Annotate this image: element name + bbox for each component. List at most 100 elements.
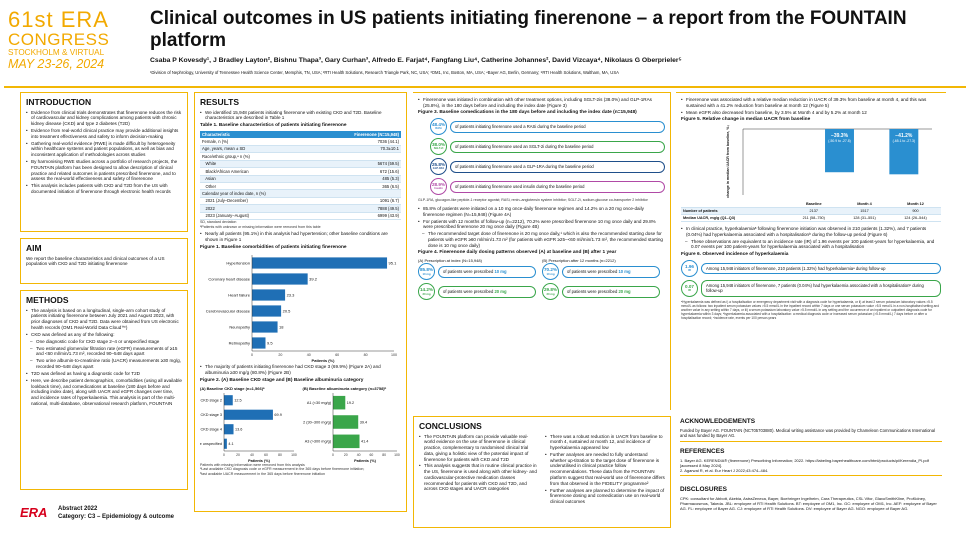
results-box: RESULTS We identified 15,948 patients in… <box>194 92 407 512</box>
congress-location: STOCKHOLM & VIRTUAL <box>8 47 105 57</box>
introduction-list: Evidence from clinical trials demonstrat… <box>26 110 182 195</box>
table-cell: 1517 <box>839 207 890 215</box>
acknowledgements-text: Funded by Bayer AG. FOUNTAIN (NCT0570388… <box>680 428 936 439</box>
abstract-number: Abstract 2022 <box>58 506 98 512</box>
category-label: CKD stage unspecified <box>200 442 222 446</box>
table-cell: 211 (58–750) <box>788 214 839 222</box>
category-label: A1 (<30 mg/g) <box>306 401 331 405</box>
value-label: 18 <box>279 324 284 329</box>
tick-label: 80 <box>382 453 386 457</box>
category-label: Coronary heart disease <box>208 276 250 281</box>
table-note: SD, standard deviation <box>200 220 237 225</box>
list-item: Two estimated glomerular filtration rate… <box>26 346 182 357</box>
dose-pct: 85.8% <box>419 267 434 273</box>
table-cell: Calendar year of index date, n (%) <box>200 189 317 198</box>
tick-label: 0 <box>332 453 334 457</box>
dose-amount: 20 mg <box>494 289 507 295</box>
table-row: Baseline Month 4 Month 12 <box>681 201 941 209</box>
dose-pct: 14.2% <box>419 287 434 293</box>
bar <box>224 394 233 406</box>
table-cell: 365 (6.5) <box>316 182 401 191</box>
dose-badge: 70.2% 10 mg <box>542 263 559 281</box>
value-label: 39.2 <box>309 276 318 281</box>
introduction-heading: INTRODUCTION <box>26 97 92 107</box>
comedication-badge: 28.9% Insulin <box>430 178 447 196</box>
hyperkalaemia-list: In clinical practice, hyperkalaemiaᵃ fol… <box>681 226 941 250</box>
fig3-note: GLP-1RA, glucagon-like peptide-1 recepto… <box>418 198 648 203</box>
bar <box>252 304 282 317</box>
bar <box>825 129 854 173</box>
bar <box>332 414 358 429</box>
incidence-rate: 1.96 <box>685 263 694 269</box>
list-item: Evidence from clinical trials demonstrat… <box>26 110 182 127</box>
dose-badge: 14.2% 20 mg <box>418 283 435 301</box>
table-cell: 485 (5.3) <box>316 175 401 183</box>
hyperkalaemia-figure: 1.96 IR Among 15,948 initiators of fineren… <box>681 259 941 297</box>
header-divider <box>4 86 966 88</box>
uacr-table: Baseline Month 4 Month 12 Number of patient… <box>681 201 941 222</box>
dose-text-lead: of patients were prescribed <box>443 289 495 295</box>
table-cell: Other <box>200 182 317 191</box>
list-item: Finerenone was initiated in combination … <box>418 97 665 108</box>
category-label: Hypertension <box>226 260 250 265</box>
table-cell: Number of patients <box>681 207 789 215</box>
aim-heading: AIM <box>26 243 42 253</box>
list-item: For patients with 12 months of follow-up… <box>418 219 665 230</box>
incidence-row: 0.07 IR Among 15,948 initiators of fineren… <box>681 279 941 297</box>
dosing-after-12-months: 70.2% 10 mg of patients were prescribed 10… <box>542 263 660 301</box>
fig6-note: ᵃHyperkalaemia was defined as i) a hospi… <box>681 299 939 320</box>
value-label: 19.2 <box>346 401 353 405</box>
incidence-text: Among 15,948 initiators of finerenone, 2… <box>701 262 941 275</box>
value-label: 9.5 <box>267 340 273 345</box>
column-4: Finerenone was associated with a relativ… <box>676 92 946 410</box>
incidence-unit: IR <box>688 288 691 293</box>
table-cell <box>316 152 401 161</box>
list-item: Further analyses are planned to determin… <box>545 488 665 505</box>
results-heading: RESULTS <box>200 97 240 107</box>
acknowledgements-section: ACKNOWLEDGEMENTS Funded by Bayer AG. FOU… <box>680 418 942 442</box>
tick-label: 40 <box>250 453 254 457</box>
table-row: Other 365 (6.5) <box>200 182 401 191</box>
comedication-badge: 25.8% GLP-1RA <box>430 158 447 176</box>
fig5-title: Figure 5. Relative change in median UACR… <box>681 117 811 123</box>
table-header <box>681 201 789 209</box>
dose-text-lead: of patients were prescribed <box>443 269 495 275</box>
congress-subtitle: CONGRESS <box>8 29 110 49</box>
category-label: Retinopathy <box>229 340 250 345</box>
comedication-label: Insulin <box>434 186 443 190</box>
table-row: 2021 (July–December) 1091 (6.7) <box>200 197 401 206</box>
dose-badge: 29.8% 20 mg <box>542 283 559 301</box>
dose-amount: 10 mg <box>618 269 631 275</box>
list-item: Here, we describe patient demographics, … <box>26 378 182 407</box>
table-cell: 672 (15.6) <box>316 167 401 176</box>
dose-label: 20 mg <box>422 291 431 296</box>
references-heading: REFERENCES <box>680 448 725 455</box>
table-cell: 70.3±10.1 <box>316 145 401 154</box>
table-cell: Asian <box>200 175 317 183</box>
table-row: Number of patients 2137 1517 900 <box>681 207 941 215</box>
fig2a-title: (A) Baseline CKD stage (n=1,566)ᵃ <box>200 385 265 391</box>
table-row: White 5674 (59.5) <box>200 160 401 169</box>
category-label: A2 (30–300 mg/g) <box>303 420 332 424</box>
abstract-category: Category: C3 – Epidemiology & outcome <box>58 513 175 520</box>
value-label: 95.1 <box>389 260 398 265</box>
table-cell: 2021 (July–December) <box>200 197 317 206</box>
dose-label: 20 mg <box>546 291 555 296</box>
dose-amount: 20 mg <box>618 289 631 295</box>
table-cell: 5674 (59.5) <box>316 160 401 169</box>
table-header: Finerenone (N=15,948) <box>316 131 401 139</box>
value-label: 41.4 <box>360 439 367 443</box>
table-cell: Race/ethnic group,ᵃ n (%) <box>200 152 317 161</box>
list-item: Gathering real-world evidence (RWE) is m… <box>26 141 182 158</box>
y-axis-label: Relative change in median UACR from base… <box>726 125 730 199</box>
baseline-table: Characteristic Finerenone (N=15,948) Fem… <box>200 131 401 221</box>
x-axis-label: Patients (%) <box>312 358 336 363</box>
dose-text-lead: of patients were prescribed <box>567 269 619 275</box>
comedication-row: 48.4% RASi of patients initiating finereno… <box>430 118 665 136</box>
poster-title: Clinical outcomes in US patients initiat… <box>150 8 907 51</box>
list-item: The majority of patients initiating fine… <box>200 364 401 375</box>
category-label: Neuropathy <box>229 324 250 329</box>
dose-text: of patients were prescribed 20 mg <box>562 286 660 298</box>
table-row: Race/ethnic group,ᵃ n (%) <box>200 152 401 161</box>
comedication-row: 38.0% SGLT-2i of patients initiating finer… <box>430 138 665 156</box>
